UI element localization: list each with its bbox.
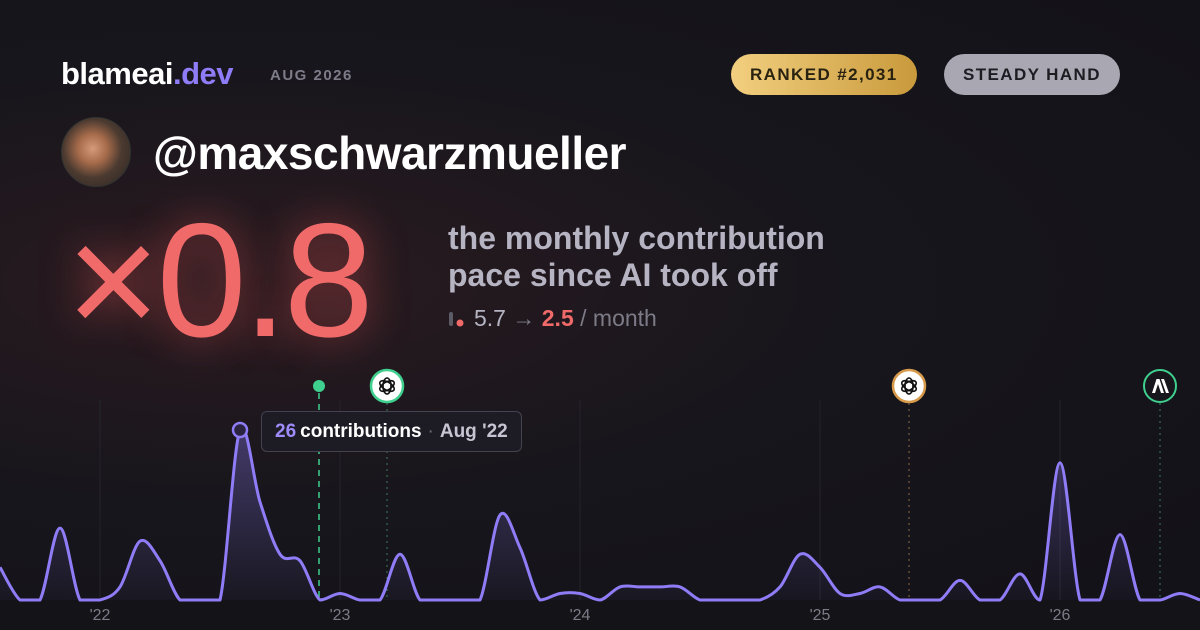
openai-icon bbox=[891, 368, 927, 404]
x-tick-label: '23 bbox=[330, 607, 351, 624]
avatar bbox=[61, 117, 131, 187]
tooltip: 26 contributions · Aug '22 bbox=[261, 411, 522, 452]
tooltip-separator: · bbox=[427, 421, 434, 442]
pace-icon bbox=[449, 312, 464, 327]
axis-band bbox=[0, 600, 1200, 630]
x-tick-label: '26 bbox=[1050, 607, 1071, 624]
x-tick-label: '24 bbox=[570, 607, 591, 624]
brand-name: blameai bbox=[61, 56, 173, 91]
line bbox=[0, 426, 1200, 602]
description-line: the monthly contribution bbox=[448, 220, 825, 256]
pace-stat: 5.7 → 2.5 / month bbox=[448, 305, 657, 332]
pace-after: 2.5 bbox=[541, 305, 574, 331]
pace-arrow: → bbox=[512, 305, 536, 331]
tooltip-value: 26 bbox=[275, 421, 297, 442]
multiplier: ×0.8 bbox=[66, 190, 374, 371]
tooltip-date: Aug '22 bbox=[439, 421, 508, 442]
x-tick-label: '25 bbox=[810, 607, 831, 624]
area bbox=[0, 427, 1200, 600]
x-tick-label: '22 bbox=[90, 607, 111, 624]
openai-icon bbox=[369, 368, 405, 404]
date: AUG 2026 bbox=[270, 67, 353, 84]
anthropic-icon bbox=[1143, 369, 1177, 403]
brand: blameai.dev bbox=[61, 56, 233, 92]
highlight-point bbox=[231, 421, 249, 439]
tooltip-label: contributions bbox=[300, 421, 422, 442]
handle: @maxschwarzmueller bbox=[153, 127, 627, 179]
brand-tld: .dev bbox=[172, 56, 234, 91]
description-line: pace since AI took off bbox=[448, 257, 778, 293]
description: the monthly contribution pace since AI t… bbox=[448, 220, 825, 294]
style-badge: STEADY HAND bbox=[944, 54, 1120, 95]
event-dot bbox=[313, 380, 325, 392]
pace-before: 5.7 bbox=[474, 305, 506, 331]
rank-badge: RANKED #2,031 bbox=[731, 54, 917, 95]
pace-unit: / month bbox=[580, 305, 657, 331]
